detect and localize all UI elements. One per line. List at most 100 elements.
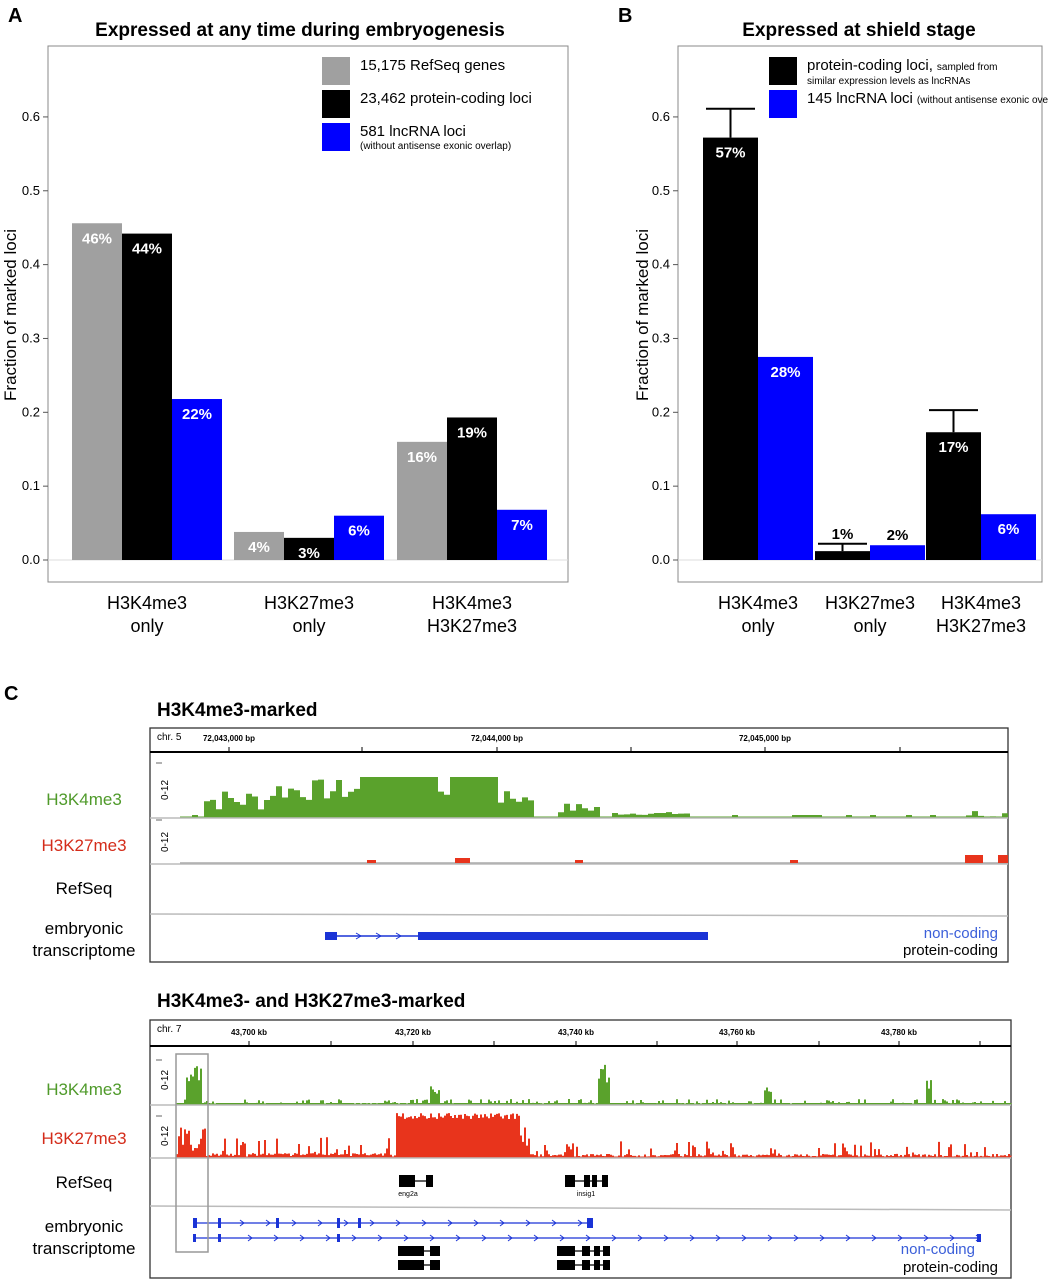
- track-label-embryonic: embryonic: [45, 919, 124, 938]
- coord-label: 43,740 kb: [558, 1028, 594, 1037]
- bar: [926, 432, 981, 560]
- category-label: H3K4me3: [107, 593, 187, 613]
- data-label: 22%: [182, 406, 212, 423]
- chr-label: chr. 7: [157, 1024, 182, 1035]
- genome-panel-1-title: H3K4me3-marked: [157, 700, 318, 721]
- strand-arrow: [265, 1219, 271, 1227]
- panel-label-b: B: [618, 5, 632, 27]
- legend-protein-coding: protein-coding: [903, 942, 998, 959]
- coordinate-ticks: 43,700 kb 43,720 kb 43,740 kb 43,760 kb 43,7…: [231, 1028, 981, 1046]
- legend-swatch: [322, 90, 350, 118]
- coord-label: 72,045,000 bp: [739, 734, 791, 743]
- legend-note: sampled from: [937, 62, 998, 73]
- strand-arrow: [447, 1219, 453, 1227]
- coord-label: 43,780 kb: [881, 1028, 917, 1037]
- y-tick-label: 0.5: [652, 183, 670, 198]
- strand-arrow: [429, 1234, 435, 1242]
- strand-arrow: [975, 1234, 981, 1242]
- exon: [276, 1218, 279, 1228]
- strand-arrow: [481, 1234, 487, 1242]
- h3k4me3-track: [180, 777, 1008, 818]
- track-label-embryonic: embryonic: [45, 1217, 124, 1236]
- y-tick-label: 0.2: [22, 404, 40, 419]
- data-label: 46%: [82, 230, 112, 247]
- h3k4me3-track: [176, 1064, 1012, 1105]
- chart-b-frame: [677, 45, 1043, 583]
- data-label: 2%: [887, 527, 909, 544]
- strand-arrow: [767, 1234, 773, 1242]
- track-separator: [149, 913, 1009, 917]
- exon: [325, 932, 337, 940]
- strand-arrow: [325, 1234, 331, 1242]
- category-label: only: [741, 616, 774, 636]
- refseq-track: [399, 1175, 608, 1187]
- bar: [870, 545, 925, 560]
- chart-b: Expressed at shield stage Fraction of ma…: [633, 20, 1048, 636]
- coding-exon: [603, 1260, 610, 1270]
- exon: [218, 1218, 221, 1228]
- strand-arrow: [637, 1234, 643, 1242]
- coord-label: 43,700 kb: [231, 1028, 267, 1037]
- signal-peak: [367, 860, 376, 863]
- legend-swatch: [769, 57, 797, 85]
- coding-exon: [582, 1260, 590, 1270]
- strand-arrow: [741, 1234, 747, 1242]
- legend-label: 145 lncRNA loci (without antisense exonic…: [807, 90, 1048, 107]
- category-label: H3K27me3: [825, 593, 915, 613]
- strand-arrow: [551, 1219, 557, 1227]
- strand-arrow: [317, 1219, 323, 1227]
- bar: [122, 233, 172, 560]
- data-label: 57%: [715, 145, 745, 162]
- strand-arrow: [845, 1234, 851, 1242]
- refseq-exon: [565, 1175, 575, 1187]
- exon: [337, 1234, 340, 1242]
- coord-label: 43,760 kb: [719, 1028, 755, 1037]
- chr-label: chr. 5: [157, 732, 182, 743]
- chart-b-title: Expressed at shield stage: [742, 20, 975, 41]
- track-label-h3k27me3: H3K27me3: [41, 1129, 126, 1148]
- bar: [815, 551, 870, 560]
- y-tick-label: 0.4: [652, 257, 670, 272]
- range-label: 0-12: [160, 780, 171, 800]
- track-label-h3k4me3: H3K4me3: [46, 790, 122, 809]
- coding-exon: [557, 1260, 575, 1270]
- y-tick-label: 0.1: [652, 478, 670, 493]
- bar: [397, 441, 447, 560]
- coding-exon: [398, 1246, 424, 1256]
- y-tick-label: 0.6: [652, 109, 670, 124]
- coord-label: 72,044,000 bp: [471, 734, 523, 743]
- category-label: H3K27me3: [264, 593, 354, 613]
- signal-area: [180, 777, 1008, 817]
- strand-arrow: [343, 1219, 349, 1227]
- legend-note: (without antisense exonic overlap): [360, 141, 511, 152]
- transcript-track: [193, 1218, 981, 1270]
- refseq-exon: [399, 1175, 415, 1187]
- refseq-exon: [584, 1175, 590, 1187]
- strand-arrow: [499, 1219, 505, 1227]
- transcript-track: [325, 932, 708, 940]
- exon: [193, 1218, 197, 1228]
- coding-exon: [398, 1260, 424, 1270]
- y-tick-label: 0.6: [22, 109, 40, 124]
- legend-noncoding: non-coding: [924, 925, 998, 942]
- strand-arrow: [525, 1219, 531, 1227]
- chart-b-bars: 57% 28% 1% 2% 17% 6%: [703, 107, 1036, 560]
- genome-panel-2: H3K4me3- and H3K27me3-marked chr. 7 43,7…: [149, 991, 1012, 1279]
- gene-label-eng2a: eng2a: [398, 1191, 418, 1198]
- data-label: 16%: [407, 449, 437, 466]
- data-label: 6%: [348, 523, 370, 540]
- strand-arrow: [299, 1234, 305, 1242]
- coord-label: 43,720 kb: [395, 1028, 431, 1037]
- h3k27me3-track: [176, 1113, 1012, 1158]
- chart-a-legend: 15,175 RefSeq genes 23,462 protein-coding…: [322, 57, 532, 152]
- strand-arrow: [793, 1234, 799, 1242]
- legend-label: 23,462 protein-coding loci: [360, 90, 532, 107]
- y-tick-label: 0.1: [22, 478, 40, 493]
- strand-arrow: [291, 1219, 297, 1227]
- chart-b-ylabel: Fraction of marked loci: [633, 229, 652, 401]
- chart-a-frame: [47, 45, 569, 583]
- signal-peak: [575, 860, 583, 863]
- refseq-exon: [602, 1175, 608, 1187]
- y-tick-label: 0.3: [22, 330, 40, 345]
